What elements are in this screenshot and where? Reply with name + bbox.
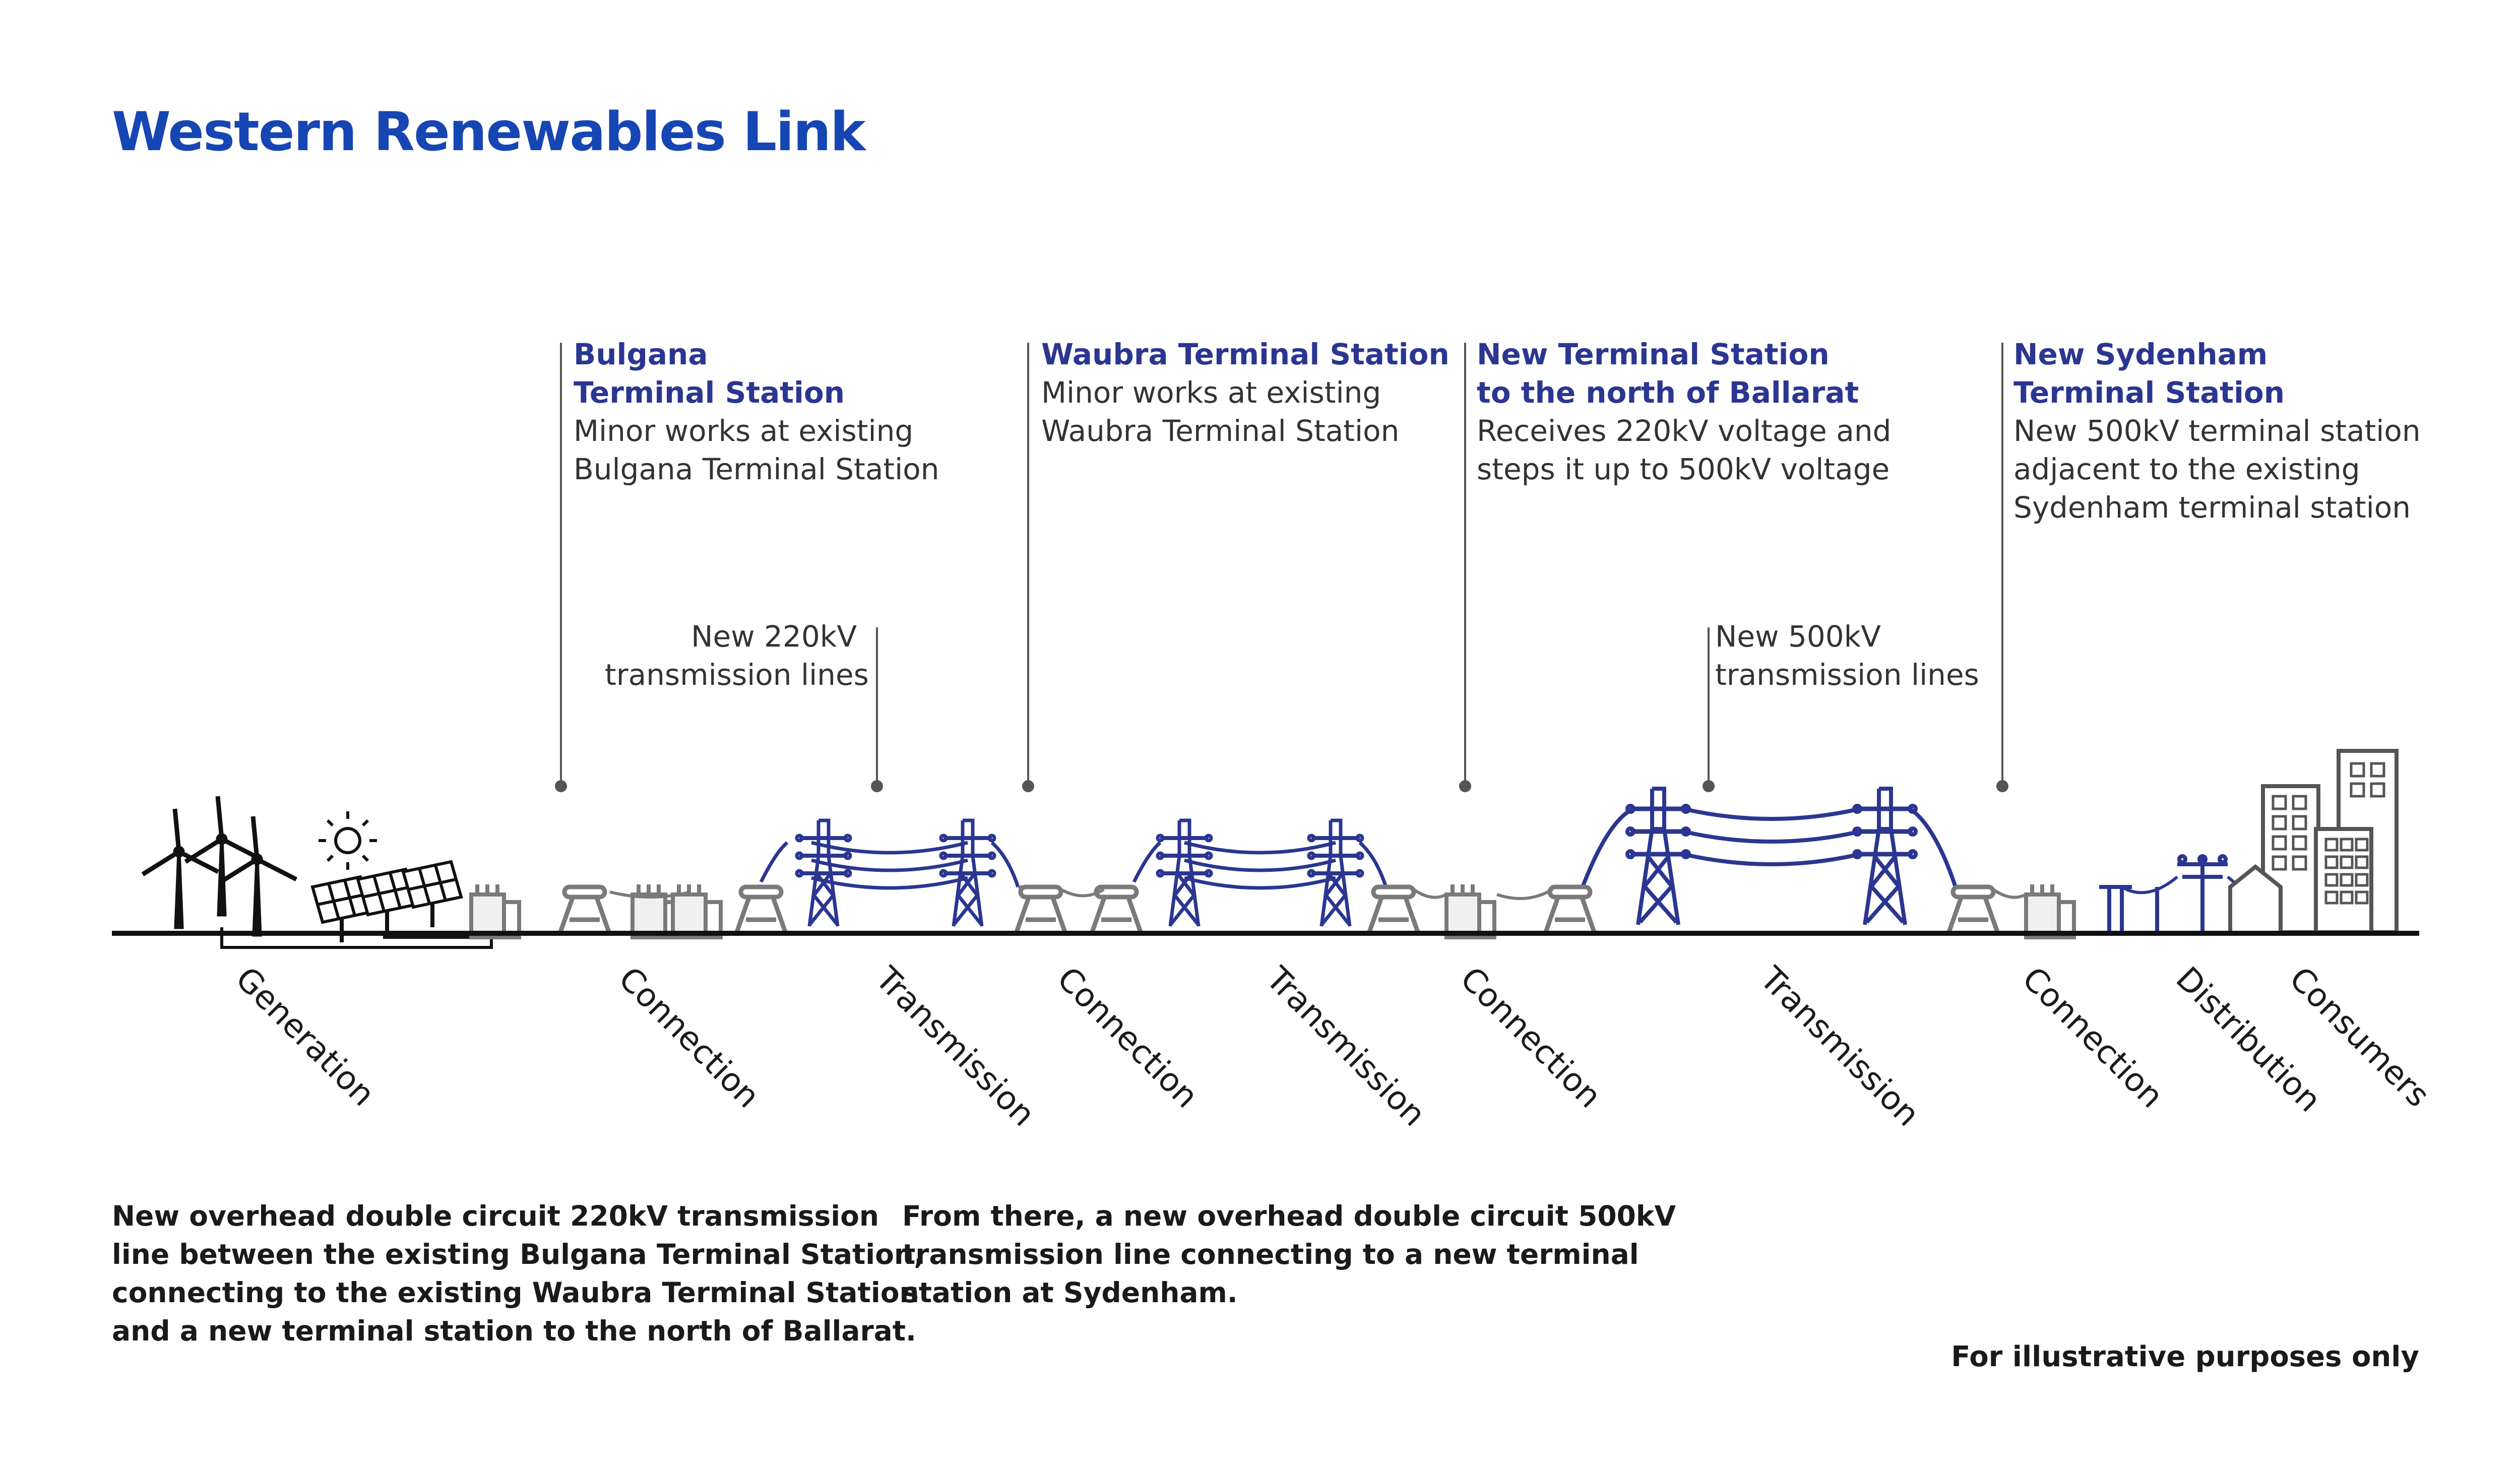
generation-cable xyxy=(220,927,493,949)
diagram-title: Western Renewables Link xyxy=(112,101,866,163)
wires-220kv-1 xyxy=(759,841,1020,890)
tower-220kv-icon xyxy=(797,820,850,926)
terminal-station-ballarat-icon xyxy=(1368,884,1595,937)
callout-heading: New Terminal Station xyxy=(1477,337,1830,371)
callout-heading: Bulgana xyxy=(574,337,708,371)
callout-heading: Waubra Terminal Station xyxy=(1041,337,1450,371)
label-line: New 500kV xyxy=(1715,619,1881,654)
label-line: transmission lines xyxy=(605,658,869,692)
callout-heading: to the north of Ballarat xyxy=(1477,375,1859,410)
terminal-station-sydenham-icon xyxy=(1948,884,2074,937)
terminal-station-waubra-icon xyxy=(1016,887,1142,935)
callout-sydenham: New Sydenham Terminal Station New 500kV … xyxy=(2013,335,2421,527)
solar-panels-icon xyxy=(312,862,461,942)
note-line: transmission line connecting to a new te… xyxy=(902,1238,1639,1270)
disclaimer-text: For illustrative purposes only xyxy=(1951,1340,2419,1373)
note-line: connecting to the existing Waubra Termin… xyxy=(112,1276,919,1309)
label-line: transmission lines xyxy=(1715,658,1979,692)
note-220kv: New overhead double circuit 220kV transm… xyxy=(112,1197,924,1350)
tower-220kv-icon xyxy=(1158,820,1211,926)
callout-body: Sydenham terminal station xyxy=(2013,490,2411,525)
tower-500kv-icon xyxy=(1854,789,1916,925)
callout-body: Waubra Terminal Station xyxy=(1041,414,1400,448)
callout-body: Bulgana Terminal Station xyxy=(574,452,939,486)
label-500kv: New 500kV transmission lines xyxy=(1715,617,1979,694)
wires-500kv xyxy=(1581,807,1958,888)
callout-waubra: Waubra Terminal Station Minor works at e… xyxy=(1041,335,1450,450)
note-line: line between the existing Bulgana Termin… xyxy=(112,1238,924,1270)
callout-body: steps it up to 500kV voltage xyxy=(1477,452,1890,486)
callout-body: New 500kV terminal station xyxy=(2013,414,2421,448)
note-line: station at Sydenham. xyxy=(902,1276,1238,1309)
callout-heading: Terminal Station xyxy=(2013,375,2285,410)
note-line: and a new terminal station to the north … xyxy=(112,1315,916,1347)
tower-220kv-icon xyxy=(941,820,994,926)
callout-body: Minor works at existing xyxy=(1041,375,1381,410)
leader-lines xyxy=(555,343,2008,792)
note-line: From there, a new overhead double circui… xyxy=(902,1200,1676,1232)
building-windows xyxy=(2272,762,2385,905)
wind-turbines-icon xyxy=(143,796,296,935)
callout-ballarat: New Terminal Station to the north of Bal… xyxy=(1477,335,1891,488)
note-500kv: From there, a new overhead double circui… xyxy=(902,1197,1676,1312)
label-line: New 220kV xyxy=(691,619,857,654)
callout-heading: New Sydenham xyxy=(2013,337,2268,371)
wires-220kv-2 xyxy=(1132,841,1388,890)
tower-500kv-icon xyxy=(1627,789,1689,925)
tower-220kv-icon xyxy=(1309,820,1362,926)
callout-heading: Terminal Station xyxy=(574,375,845,410)
label-220kv: New 220kV transmission lines xyxy=(605,617,869,694)
buildings-icon xyxy=(2228,749,2399,934)
callout-body: adjacent to the existing xyxy=(2013,452,2360,486)
distribution-poles-icon xyxy=(2099,854,2249,932)
note-line: New overhead double circuit 220kV transm… xyxy=(112,1200,879,1232)
sun-icon xyxy=(319,811,377,870)
callout-bulgana: Bulgana Terminal Station Minor works at … xyxy=(574,335,939,488)
terminal-station-bulgana-icon xyxy=(471,884,786,937)
callout-body: Minor works at existing xyxy=(574,414,914,448)
callout-body: Receives 220kV voltage and xyxy=(1477,414,1892,448)
